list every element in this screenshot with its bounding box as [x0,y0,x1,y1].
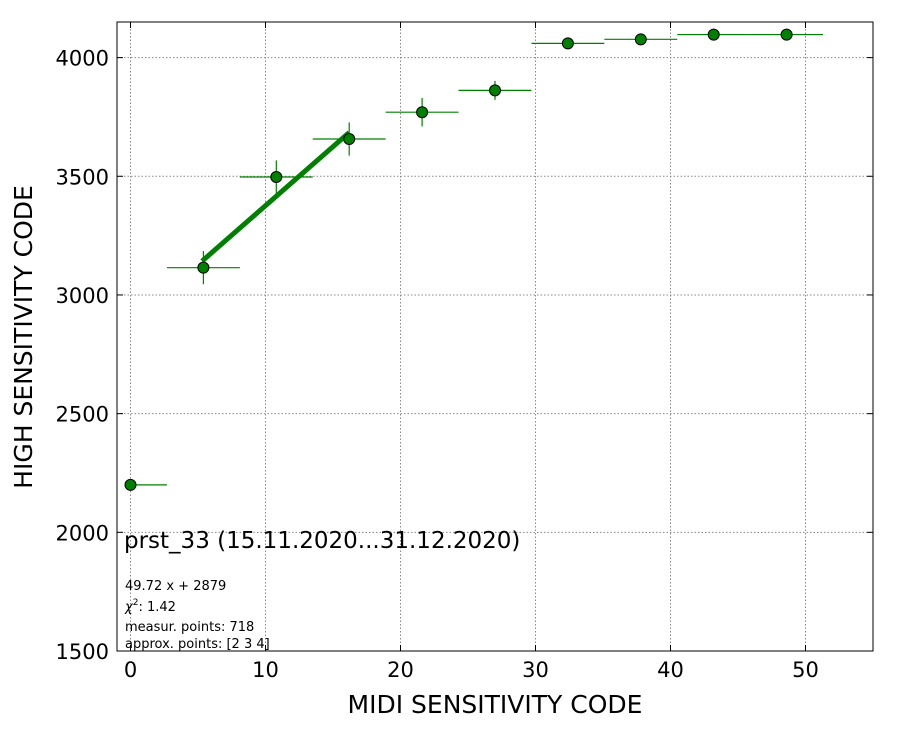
x-tick-label: 30 [522,658,549,682]
x-axis-label: MIDI SENSITIVITY CODE [348,690,643,719]
data-point [270,170,283,183]
data-point [489,84,501,97]
ticks [117,22,873,652]
y-tick-label: 3500 [56,165,109,189]
y-axis-label: HIGH SENSITIVITY CODE [9,185,38,489]
data-point [634,33,647,46]
annotation-approx-points: approx. points: [2 3 4] [125,637,270,652]
annotation-equation: 49.72 x + 2879 [125,579,226,594]
data-point [416,106,429,119]
y-tick-label: 3000 [56,284,109,308]
x-tick-label: 50 [792,658,819,682]
fit-line [200,130,351,264]
data-points [124,28,793,491]
y-tick-label: 2500 [56,403,109,427]
data-point [707,28,720,41]
x-tick-label: 10 [252,658,279,682]
annotation-measur-points: measur. points: 718 [125,620,254,635]
data-point [197,261,210,274]
fit-line-group [200,130,351,264]
annotation-title: prst_33 (15.11.2020...31.12.2020) [124,528,520,554]
data-point [780,28,793,41]
plot-frame [116,21,874,652]
data-point [561,37,574,50]
chi-symbol: χ [124,600,134,615]
data-point [124,478,137,491]
y-tick-label: 1500 [56,640,109,664]
x-tick-label: 40 [657,658,684,682]
y-tick-label: 4000 [56,47,109,71]
x-tick-label: 20 [387,658,414,682]
x-tick-label: 0 [124,658,137,682]
annotation-chi: χ2: 1.42 [124,598,176,615]
y-tick-label: 2000 [56,521,109,545]
data-point [343,133,356,146]
tick-labels: 0 10 20 30 40 50 1500 2000 2500 3000 3500 4000 [56,47,819,682]
chi-superscript: 2 [133,598,139,608]
chi-value: : 1.42 [138,600,175,615]
